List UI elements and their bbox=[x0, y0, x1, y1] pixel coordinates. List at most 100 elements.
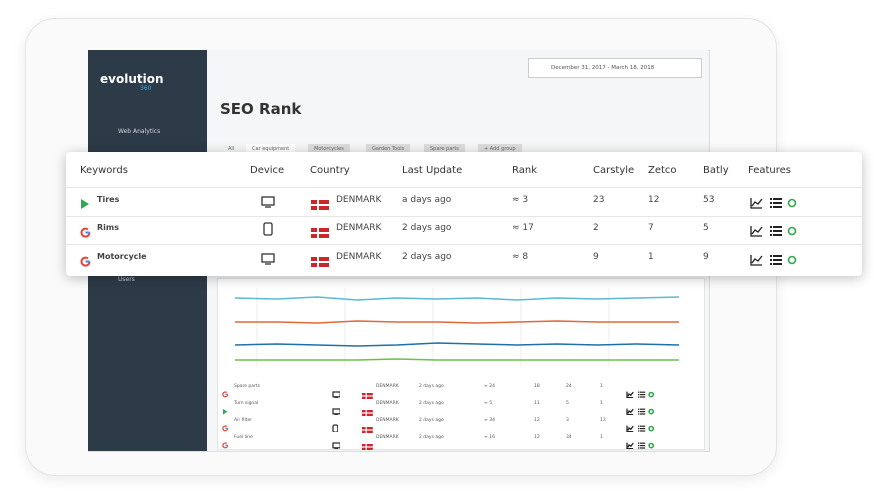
desktop-icon bbox=[332, 408, 341, 416]
engine-icon bbox=[80, 195, 90, 214]
cell-text: 2 days ago bbox=[419, 418, 444, 423]
google-icon bbox=[222, 425, 229, 432]
cell-text: 34 bbox=[566, 435, 572, 440]
cell-text: 13 bbox=[600, 418, 606, 423]
engine-icon bbox=[80, 223, 91, 242]
row-divider bbox=[66, 187, 862, 188]
features bbox=[626, 417, 661, 436]
feature-icons[interactable] bbox=[626, 408, 661, 416]
tab[interactable]: Garden Tools bbox=[366, 144, 411, 154]
keyword[interactable]: Motorcycle bbox=[97, 252, 147, 261]
page-title: SEO Rank bbox=[220, 100, 302, 118]
cell-text: 1 bbox=[600, 401, 603, 406]
cell-text: 12 bbox=[534, 418, 540, 423]
features bbox=[626, 434, 661, 453]
column-header: Carstyle bbox=[593, 165, 635, 176]
desktop-icon bbox=[261, 253, 275, 265]
row-divider bbox=[66, 244, 862, 245]
cell-text: Spare parts bbox=[234, 384, 260, 389]
flag bbox=[362, 393, 373, 399]
cell-text: 53 bbox=[703, 195, 715, 205]
keyword[interactable]: Rims bbox=[97, 223, 119, 232]
country-flag bbox=[311, 195, 329, 214]
row-divider bbox=[66, 216, 862, 217]
feature-icons[interactable] bbox=[750, 254, 808, 266]
tab[interactable]: + Add group bbox=[478, 144, 522, 154]
desktop-icon bbox=[332, 391, 341, 399]
keyword-table bbox=[66, 152, 862, 276]
engine-icon bbox=[222, 417, 229, 436]
device-icon bbox=[263, 221, 273, 240]
cell-text: ≈ 5 bbox=[484, 401, 493, 406]
cell-text: 9 bbox=[593, 252, 599, 262]
cell-text: 5 bbox=[703, 223, 709, 233]
cell-text: 9 bbox=[703, 252, 709, 262]
column-header: Rank bbox=[512, 165, 537, 176]
features bbox=[750, 194, 808, 213]
tab[interactable]: Spare parts bbox=[424, 144, 465, 154]
cell-text: 1 bbox=[600, 435, 603, 440]
cell-text: DENMARK bbox=[376, 384, 399, 389]
feature-icons[interactable] bbox=[750, 225, 808, 237]
country-flag bbox=[362, 401, 373, 420]
cell-text: 5 bbox=[566, 401, 569, 406]
flag bbox=[311, 228, 329, 238]
engine-icon bbox=[80, 252, 91, 271]
cell-text: 2 days ago bbox=[419, 384, 444, 389]
chart-panel bbox=[217, 278, 705, 450]
engine-icon bbox=[222, 400, 228, 419]
cell-text: 2 days ago bbox=[419, 435, 444, 440]
cell-text: 11 bbox=[534, 401, 540, 406]
cell-text: 1 bbox=[648, 252, 654, 262]
flag bbox=[362, 427, 373, 433]
bing-icon bbox=[223, 408, 228, 415]
tab[interactable]: Car equipment bbox=[246, 144, 296, 154]
cell-text: 2 days ago bbox=[402, 252, 452, 262]
background-chart bbox=[234, 288, 680, 366]
cell-text: 7 bbox=[648, 223, 654, 233]
flag bbox=[362, 410, 373, 416]
features bbox=[626, 383, 661, 402]
cell-text: DENMARK bbox=[336, 252, 382, 262]
nav-item[interactable]: Users bbox=[118, 276, 135, 283]
cell-text: DENMARK bbox=[376, 401, 399, 406]
cell-text: 3 bbox=[566, 418, 569, 423]
device-icon bbox=[261, 250, 275, 269]
country-flag bbox=[362, 418, 373, 437]
device-icon bbox=[332, 383, 341, 402]
column-header: Device bbox=[250, 165, 285, 176]
feature-icons[interactable] bbox=[626, 442, 661, 450]
google-icon bbox=[222, 442, 229, 449]
features bbox=[750, 222, 808, 241]
cell-text: 2 bbox=[593, 223, 599, 233]
device-icon bbox=[261, 193, 275, 212]
column-header: Zetco bbox=[648, 165, 677, 176]
feature-icons[interactable] bbox=[626, 391, 661, 399]
google-icon bbox=[80, 256, 91, 267]
logo-sub: 360 bbox=[140, 85, 152, 92]
feature-icons[interactable] bbox=[626, 425, 661, 433]
column-header: Batly bbox=[703, 165, 729, 176]
device-icon bbox=[332, 400, 341, 419]
keyword[interactable]: Tires bbox=[97, 195, 120, 204]
tab[interactable]: Motorcycles bbox=[308, 144, 350, 154]
column-header: Keywords bbox=[80, 165, 128, 176]
feature-icons[interactable] bbox=[750, 197, 808, 209]
desktop-icon bbox=[261, 196, 275, 208]
cell-text: 23 bbox=[593, 195, 605, 205]
cell-text: DENMARK bbox=[336, 195, 382, 205]
cell-text: 12 bbox=[534, 435, 540, 440]
column-header: Last Update bbox=[402, 165, 463, 176]
cell-text: ≈ 34 bbox=[484, 418, 495, 423]
date-picker[interactable]: December 31, 2017 - March 18, 2018 bbox=[528, 58, 702, 78]
mobile-icon bbox=[263, 222, 273, 236]
cell-text: DENMARK bbox=[376, 418, 399, 423]
cell-text: Turn signal bbox=[234, 401, 259, 406]
cell-text: 2 days ago bbox=[402, 223, 452, 233]
cell-text: DENMARK bbox=[376, 435, 399, 440]
country-flag bbox=[362, 435, 373, 454]
tab[interactable]: All bbox=[228, 146, 235, 152]
nav-item[interactable]: Web Analytics bbox=[118, 128, 161, 135]
cell-text: 1 bbox=[600, 384, 603, 389]
